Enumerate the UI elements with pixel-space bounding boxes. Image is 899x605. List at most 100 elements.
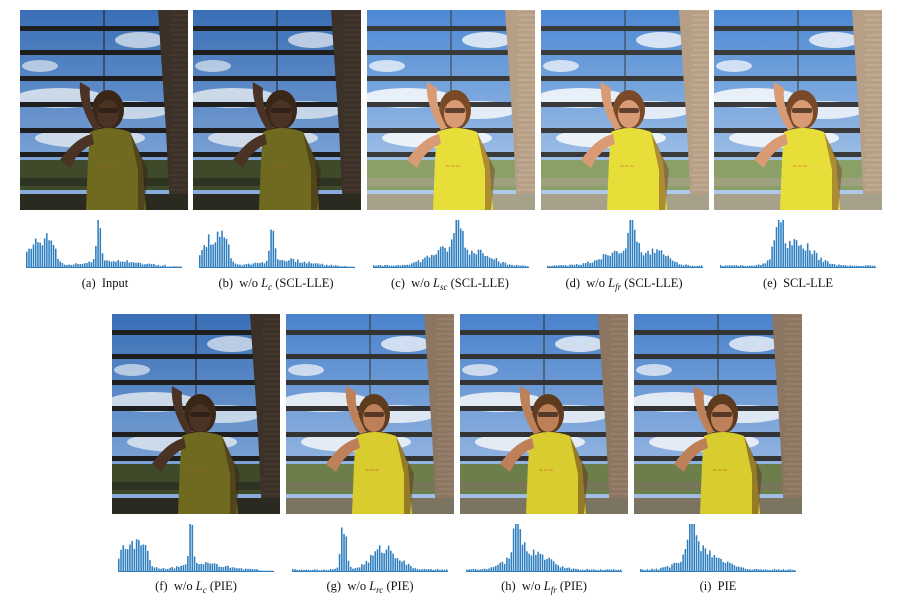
histogram-bar	[446, 251, 449, 268]
caption-subscript: fr	[550, 585, 557, 595]
histogram-bar	[731, 265, 733, 268]
histogram-bar	[193, 556, 196, 572]
histogram-bar	[378, 545, 381, 572]
caption-label: (c)	[391, 276, 405, 290]
histogram-bar	[791, 245, 793, 268]
histogram-bar	[238, 568, 240, 572]
histogram-bar	[216, 564, 218, 572]
histogram-bar	[169, 567, 171, 572]
histogram-bar	[653, 252, 656, 268]
photo-e: ~~~	[714, 10, 882, 210]
histogram-bar	[229, 567, 231, 572]
histogram-bar	[288, 260, 290, 268]
histogram-bar	[442, 246, 444, 268]
histogram-bar	[90, 262, 93, 268]
histogram-bar	[219, 236, 221, 268]
histogram-bar	[685, 264, 687, 268]
histogram-bar	[387, 545, 390, 572]
histogram-bar	[793, 569, 796, 572]
histogram-bar	[686, 539, 689, 572]
histogram-bar	[468, 569, 470, 572]
histogram-bar	[753, 265, 755, 268]
histogram-bar	[415, 261, 417, 268]
histogram-bar	[401, 264, 404, 268]
histogram-bar	[780, 569, 782, 572]
histogram-bar	[413, 262, 415, 268]
histogram-bar	[437, 250, 440, 268]
histogram-bar	[444, 247, 446, 268]
histogram-bar	[609, 256, 611, 268]
histogram-bar	[124, 548, 127, 572]
histogram-bar	[787, 569, 789, 572]
histogram-bar	[802, 248, 805, 268]
histogram-bar	[338, 553, 341, 572]
histogram-bar	[211, 563, 214, 572]
histogram-bar	[753, 568, 756, 572]
histogram-bar	[88, 261, 90, 268]
histogram-bar	[532, 549, 535, 572]
caption-method: (PIE)	[559, 579, 587, 593]
histogram-bar	[494, 565, 497, 572]
histogram-bar	[213, 563, 216, 572]
histogram-bar	[695, 535, 698, 572]
histogram-bar	[524, 265, 527, 268]
histogram-bar	[336, 567, 339, 572]
caption-method: (PIE)	[209, 579, 237, 593]
histogram-bar	[762, 263, 764, 268]
histogram-bar	[706, 554, 709, 572]
histogram-bar	[493, 259, 495, 268]
histogram-bar	[680, 264, 683, 268]
histogram-bar	[303, 569, 305, 572]
histogram-bar	[569, 264, 571, 268]
histogram-bar	[453, 233, 455, 268]
histogram-bar	[37, 242, 39, 268]
histogram-bar	[486, 255, 489, 268]
histogram-bar	[81, 263, 84, 268]
histogram-bar	[247, 568, 249, 572]
photo-b: ~~~	[193, 10, 361, 210]
caption-h: (h) w/o Lfr (PIE)	[501, 579, 587, 597]
histogram-bar	[746, 569, 749, 572]
histogram-bar	[240, 568, 243, 572]
histogram-bar	[124, 262, 126, 268]
histogram-bar	[198, 564, 200, 572]
histogram-bar	[314, 263, 317, 268]
histogram-bar	[691, 524, 693, 572]
histogram-bar	[687, 265, 689, 268]
histogram-bar	[671, 260, 674, 268]
histogram-bar	[804, 250, 807, 268]
histogram-bar	[591, 262, 594, 268]
window-rail	[460, 380, 610, 385]
histogram-bar	[392, 553, 394, 572]
histogram-bar	[441, 569, 443, 572]
histogram-bar	[277, 259, 279, 268]
histogram-bar	[296, 569, 299, 572]
histogram-bar	[829, 263, 831, 268]
histogram-bar	[155, 567, 158, 572]
svg-text:~~~: ~~~	[792, 163, 807, 170]
histogram-bar	[552, 561, 555, 572]
histogram-bar	[424, 257, 426, 268]
histogram-bar	[789, 240, 791, 268]
histogram-bar	[405, 564, 408, 572]
histogram-bar	[720, 265, 722, 268]
histogram-bar	[665, 256, 667, 268]
histogram-bar	[582, 263, 585, 268]
caption-label: (i)	[699, 579, 712, 593]
histogram-bar	[245, 568, 247, 572]
histogram-bar	[433, 255, 435, 268]
histogram-bar	[167, 568, 169, 572]
histogram-bar	[426, 255, 429, 268]
histogram-bar	[818, 259, 820, 268]
histogram-bar	[593, 260, 596, 268]
histogram-bar	[709, 550, 711, 572]
histogram-bar	[682, 554, 684, 572]
histogram-bar	[250, 264, 252, 268]
histogram-e	[720, 220, 876, 273]
histogram-bar	[513, 265, 515, 268]
histogram-bar	[755, 568, 758, 572]
histogram-bar	[748, 265, 751, 268]
caption-text: w/o	[521, 579, 541, 593]
histogram-bar	[34, 238, 37, 268]
histogram-bar	[733, 265, 735, 268]
